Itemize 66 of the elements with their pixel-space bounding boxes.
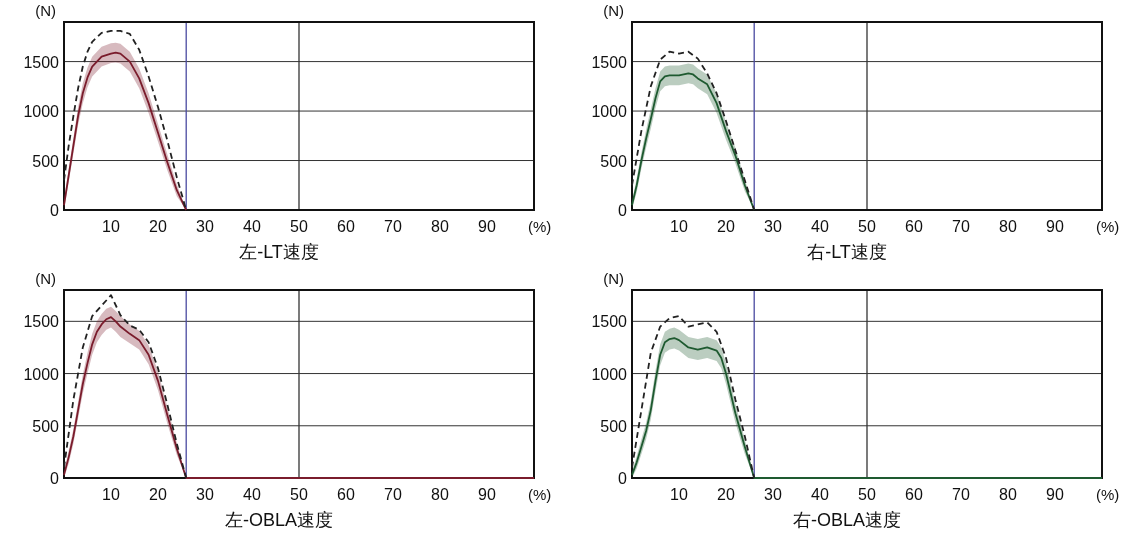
x-tick-label: 90 <box>1046 218 1064 235</box>
x-tick-label: 80 <box>999 218 1017 235</box>
x-tick-label: 60 <box>905 486 923 503</box>
x-tick-label: 70 <box>384 486 402 503</box>
line-series <box>63 294 188 479</box>
y-tick-label: 1500 <box>23 313 60 331</box>
y-tick-label: 0 <box>618 202 628 219</box>
x-tick-label: 60 <box>905 218 923 235</box>
x-tick-label: 40 <box>243 218 261 235</box>
x-axis-title: (%) <box>528 486 552 503</box>
y-axis-title: (N) <box>35 270 56 287</box>
y-tick-label: 1000 <box>23 365 60 383</box>
x-tick-label: 20 <box>717 486 735 503</box>
x-tick-label: 90 <box>478 218 496 235</box>
x-tick-label: 30 <box>764 218 782 235</box>
x-tick-label: 10 <box>670 486 688 503</box>
x-tick-label: 50 <box>858 486 876 503</box>
y-axis-title: (N) <box>35 2 56 19</box>
x-tick-label: 20 <box>149 218 167 235</box>
x-tick-label: 20 <box>149 486 167 503</box>
y-tick-label: 500 <box>32 152 60 170</box>
y-tick-label: 1000 <box>23 103 60 121</box>
y-tick-label: 0 <box>50 470 60 487</box>
x-tick-label: 80 <box>999 486 1017 503</box>
x-tick-label: 70 <box>952 218 970 235</box>
x-tick-label: 90 <box>1046 486 1064 503</box>
y-tick-label: 1000 <box>591 103 628 121</box>
y-axis-title: (N) <box>603 270 624 287</box>
x-tick-label: 40 <box>243 486 261 503</box>
x-tick-label: 20 <box>717 218 735 235</box>
x-tick-label: 30 <box>196 218 214 235</box>
x-tick-label: 10 <box>102 486 120 503</box>
x-tick-label: 10 <box>670 218 688 235</box>
x-tick-label: 50 <box>858 218 876 235</box>
x-tick-label: 40 <box>811 486 829 503</box>
y-tick-label: 0 <box>50 202 60 219</box>
y-tick-label: 500 <box>600 417 628 435</box>
x-tick-label: 50 <box>290 218 308 235</box>
line-series <box>631 315 756 479</box>
x-tick-label: 70 <box>384 218 402 235</box>
x-tick-label: 30 <box>196 486 214 503</box>
x-tick-label: 80 <box>431 218 449 235</box>
text: 右-OBLA速度 <box>792 510 902 530</box>
x-tick-label: 30 <box>764 486 782 503</box>
text: 左-OBLA速度 <box>224 510 334 530</box>
x-tick-label: 60 <box>337 218 355 235</box>
y-tick-label: 1500 <box>23 53 60 71</box>
x-tick-label: 60 <box>337 486 355 503</box>
x-axis-title: (%) <box>528 218 552 235</box>
x-tick-label: 80 <box>431 486 449 503</box>
y-axis-title: (N) <box>603 2 624 19</box>
y-tick-label: 1500 <box>591 313 628 331</box>
y-tick-label: 1500 <box>591 53 628 71</box>
x-tick-label: 10 <box>102 218 120 235</box>
y-tick-label: 500 <box>600 152 628 170</box>
y-tick-label: 500 <box>32 417 60 435</box>
x-tick-label: 70 <box>952 486 970 503</box>
x-axis-title: (%) <box>1096 486 1120 503</box>
text: 右-LT速度 <box>807 242 887 262</box>
x-tick-label: 40 <box>811 218 829 235</box>
x-tick-label: 90 <box>478 486 496 503</box>
y-tick-label: 1000 <box>591 365 628 383</box>
x-axis-title: (%) <box>1096 218 1120 235</box>
y-tick-label: 0 <box>618 470 628 487</box>
text: 左-LT速度 <box>239 242 319 262</box>
x-tick-label: 50 <box>290 486 308 503</box>
